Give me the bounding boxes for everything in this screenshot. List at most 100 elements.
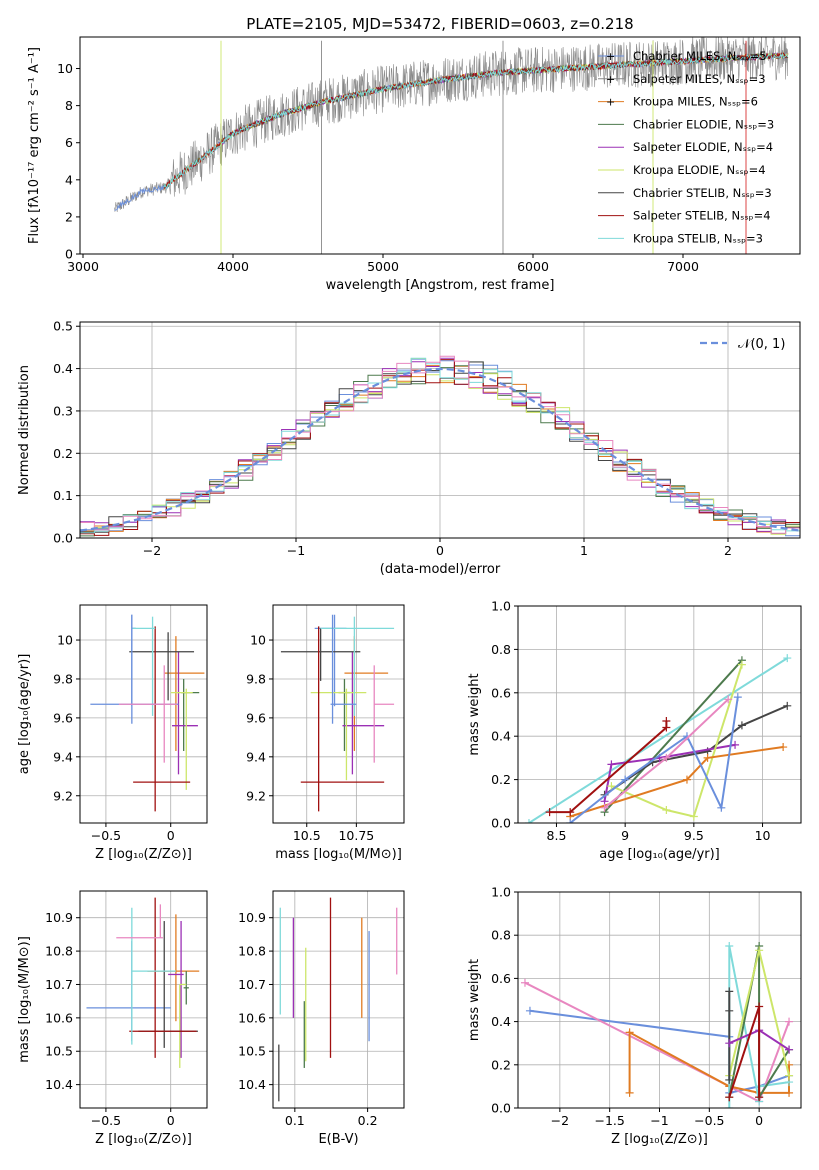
y-tick-label: 10.9	[238, 910, 266, 925]
data-point	[170, 688, 193, 790]
y-tick-label: 10.5	[45, 1044, 73, 1059]
data-point	[183, 971, 189, 1005]
legend-label: Kroupa ELODIE, Nₛₛₚ=4	[633, 163, 766, 177]
data-point	[131, 616, 156, 716]
y-tick-label: 9.2	[246, 788, 266, 803]
x-axis-label: mass [log₁₀(M/M⊙)]	[275, 847, 402, 862]
series-point-marker	[724, 695, 733, 704]
y-tick-label: 0.8	[491, 642, 511, 657]
plot-area	[518, 606, 801, 823]
data-point	[164, 636, 205, 751]
model-spectrum-line	[163, 53, 789, 190]
x-tick-label: 0.2	[358, 1113, 378, 1128]
x-tick-label: −2	[143, 543, 161, 558]
series-point-marker	[731, 740, 740, 749]
figure-title: PLATE=2105, MJD=53472, FIBERID=0603, z=0…	[246, 15, 633, 33]
y-tick-label: 10.7	[238, 977, 266, 992]
y-tick-label: 9.4	[246, 749, 266, 764]
y-tick-label: 0.2	[53, 446, 73, 461]
axes-frame	[272, 890, 405, 1109]
series-point-marker	[717, 803, 726, 812]
series-point-marker	[725, 1075, 734, 1084]
data-point	[330, 614, 357, 724]
x-tick-label: −2	[551, 1113, 569, 1128]
y-tick-label: 2	[65, 209, 73, 224]
series-point-marker	[524, 819, 533, 823]
observed-spectrum-line	[114, 37, 788, 213]
series-point-marker	[733, 693, 742, 702]
x-axis-label: Z [log₁₀(Z/Z⊙)]	[95, 847, 192, 862]
series-point-marker	[755, 1002, 764, 1011]
series-point-marker	[703, 753, 712, 762]
data-point	[116, 904, 163, 939]
y-axis-label: age [log₁₀(age/yr)]	[17, 654, 32, 775]
legend: + Chabrier MILES, Nₛₛₚ=5 + Salpeter MILES, …	[598, 49, 774, 245]
y-tick-label: 10.8	[45, 944, 73, 959]
y-tick-label: 1.0	[491, 885, 511, 900]
marks	[90, 614, 205, 812]
legend-label: Chabrier STELIB, Nₛₛₚ=3	[633, 186, 772, 200]
series-point-marker	[725, 1006, 734, 1015]
series-point-marker	[607, 760, 616, 769]
legend-marker: +	[606, 96, 615, 109]
series-point-marker	[785, 1088, 794, 1097]
series-point-marker	[682, 775, 691, 784]
data-point	[280, 628, 361, 681]
y-tick-label: 0.0	[491, 1101, 511, 1116]
y-tick-label: 0.4	[53, 361, 73, 376]
marks	[80, 355, 800, 537]
x-tick-label: −0.5	[91, 828, 121, 843]
series-point-marker	[625, 1088, 634, 1097]
axes-age-vs-Z: −0.5 0 9.2 9.4 9.6 9.8 10 Z [log₁₀(Z/Z⊙)] age [l…	[17, 604, 208, 862]
y-tick-label: 8	[65, 98, 73, 113]
y-tick-label: 10	[57, 61, 73, 76]
y-tick-label: 0.5	[53, 319, 73, 334]
y-tick-label: 10	[250, 633, 266, 648]
series-point-marker	[785, 1071, 794, 1080]
axes-age-vs-mass: 10.5 10.75 9.2 9.4 9.6 9.8 10 mass [log₁₀(M/M⊙)…	[246, 604, 405, 862]
x-tick-label: 5000	[367, 259, 399, 274]
y-axis-label: mass weight	[467, 673, 482, 755]
plot-area	[80, 605, 207, 823]
series-point-marker	[783, 654, 792, 663]
legend-label: Salpeter STELIB, Nₛₛₚ=4	[633, 209, 771, 223]
x-tick-label: 1	[580, 543, 588, 558]
legend-label: Kroupa MILES, Nₛₛₚ=6	[633, 95, 758, 109]
x-tick-label: −1	[287, 543, 305, 558]
y-tick-label: 0.6	[491, 685, 511, 700]
y-tick-label: 10.9	[45, 910, 73, 925]
gridlines	[273, 605, 404, 823]
x-axis-label: Z [log₁₀(Z/Z⊙)]	[95, 1132, 192, 1147]
series-point-marker	[520, 978, 529, 987]
axes-frame	[79, 321, 801, 539]
plot-area	[273, 605, 404, 823]
series-point-marker	[545, 808, 554, 817]
data-point	[118, 665, 178, 763]
plot-area	[80, 891, 207, 1108]
axes-mass-vs-EBV: 0.1 0.2 10.4 10.5 10.6 10.7 10.8 10.9 E(B-V)	[238, 890, 405, 1147]
y-tick-label: 9.8	[246, 671, 266, 686]
y-tick-label: 6	[65, 135, 73, 150]
legend: 𝒩(0, 1)	[700, 337, 785, 352]
x-tick-label: 10	[755, 828, 771, 843]
y-tick-label: 10.6	[238, 1010, 266, 1025]
data-point	[342, 651, 385, 775]
series-point-marker	[737, 721, 746, 730]
x-tick-label: 2	[724, 543, 732, 558]
marks	[114, 37, 789, 254]
axes-frame	[79, 604, 208, 824]
series-point-marker	[662, 717, 671, 726]
series-point-marker	[737, 660, 746, 669]
series-point-marker	[689, 812, 698, 821]
axes-frame	[517, 605, 802, 824]
y-tick-label: 9.6	[246, 710, 266, 725]
x-tick-label: −0.5	[694, 1113, 724, 1128]
series-point-marker	[566, 808, 575, 817]
series-point-marker	[779, 743, 788, 752]
marks	[520, 942, 794, 1108]
series-line	[603, 659, 743, 813]
y-tick-label: 10.7	[45, 977, 73, 992]
y-tick-label: 10.6	[45, 1010, 73, 1025]
y-tick-label: 10.5	[238, 1044, 266, 1059]
